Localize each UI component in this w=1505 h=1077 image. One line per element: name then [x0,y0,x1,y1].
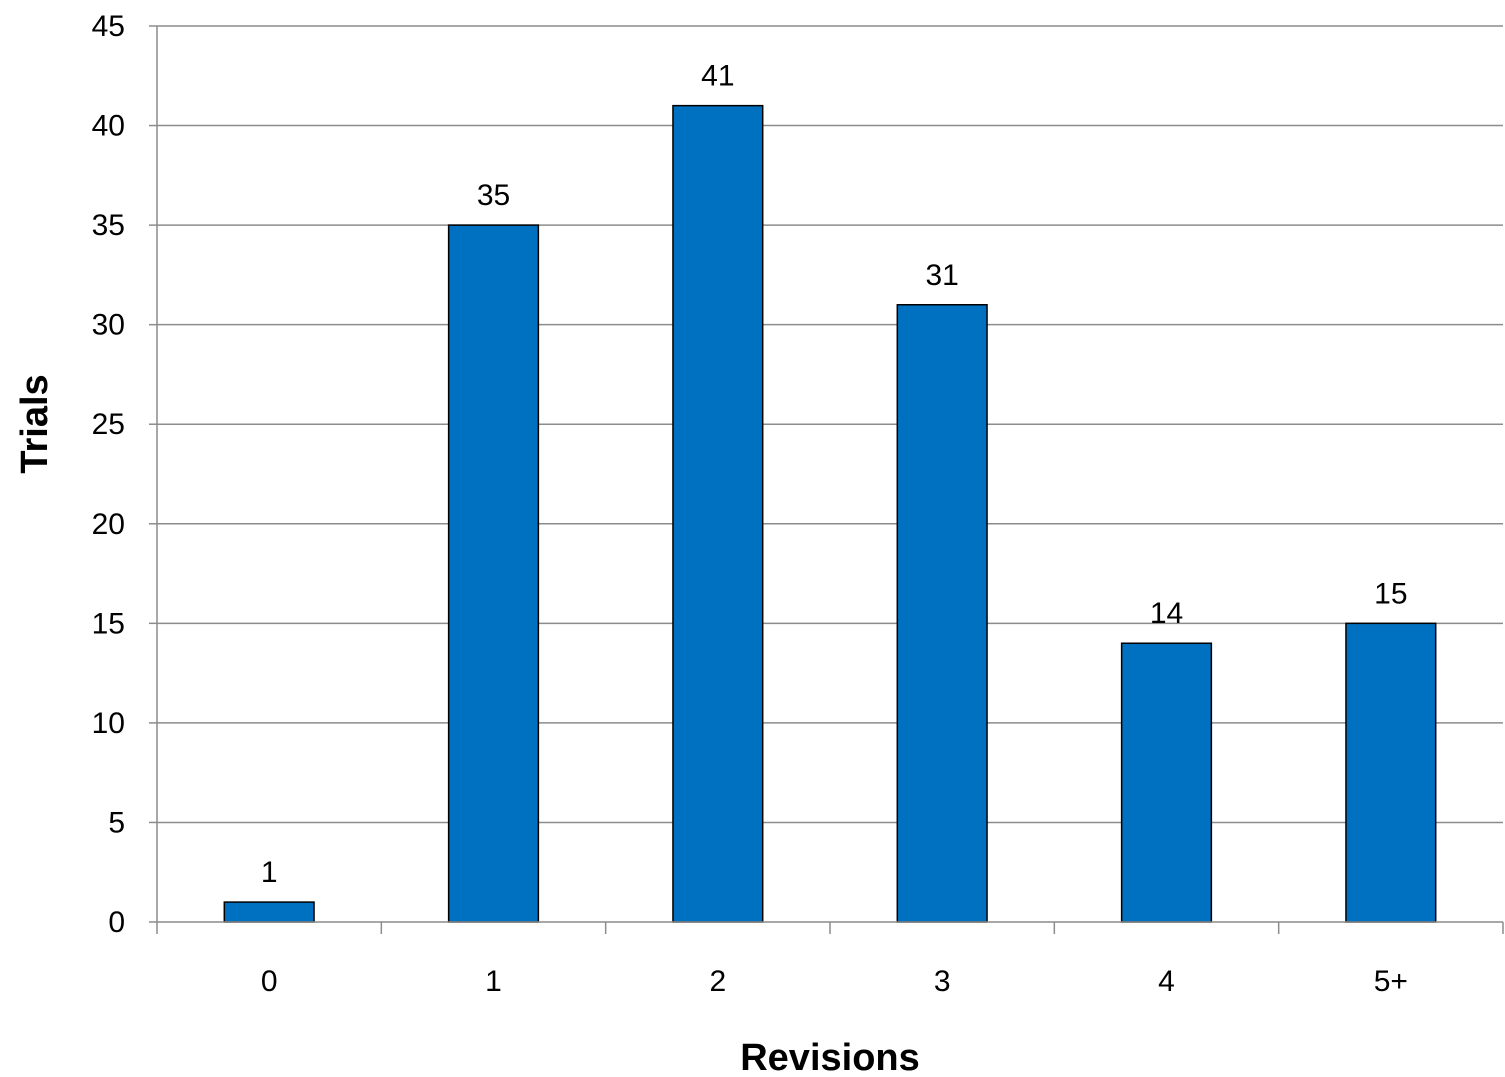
x-tick-label: 4 [1158,965,1175,998]
y-tick-label: 15 [92,607,125,640]
y-tick-label: 10 [92,707,125,740]
bar [896,304,988,923]
bar [447,224,540,923]
data-label: 35 [477,179,510,212]
x-tick-label: 3 [934,965,951,998]
y-axis-title: Trials [14,374,56,473]
y-tick-label: 45 [92,10,125,43]
x-tick-label: 1 [485,965,502,998]
bar [1345,622,1437,923]
y-tick-label: 25 [92,408,125,441]
data-label: 1 [261,856,278,889]
y-tick-label: 5 [108,806,125,839]
x-tick-label: 0 [261,965,278,998]
bar [672,104,764,923]
y-tick-label: 0 [108,906,125,939]
data-label: 31 [925,259,958,292]
bar [223,901,315,923]
x-tick-labels: 0 1 2 3 4 5+ [261,965,1408,998]
data-label: 15 [1374,577,1407,610]
y-tick-label: 20 [92,508,125,541]
axes [149,25,1504,934]
bars [223,104,1437,923]
data-labels: 1 35 41 31 14 15 [261,60,1408,889]
x-tick-label: 5+ [1374,965,1408,998]
y-tick-label: 40 [92,110,125,143]
bar [1120,642,1213,923]
x-tick-label: 2 [709,965,726,998]
data-label: 41 [701,60,734,93]
y-tick-label: 30 [92,309,125,342]
x-axis-title: Revisions [740,1037,920,1077]
data-label: 14 [1150,597,1183,630]
gridlines [157,25,1503,824]
y-tick-labels: 0 5 10 15 20 25 30 35 40 45 [92,10,125,939]
y-tick-label: 35 [92,209,125,242]
